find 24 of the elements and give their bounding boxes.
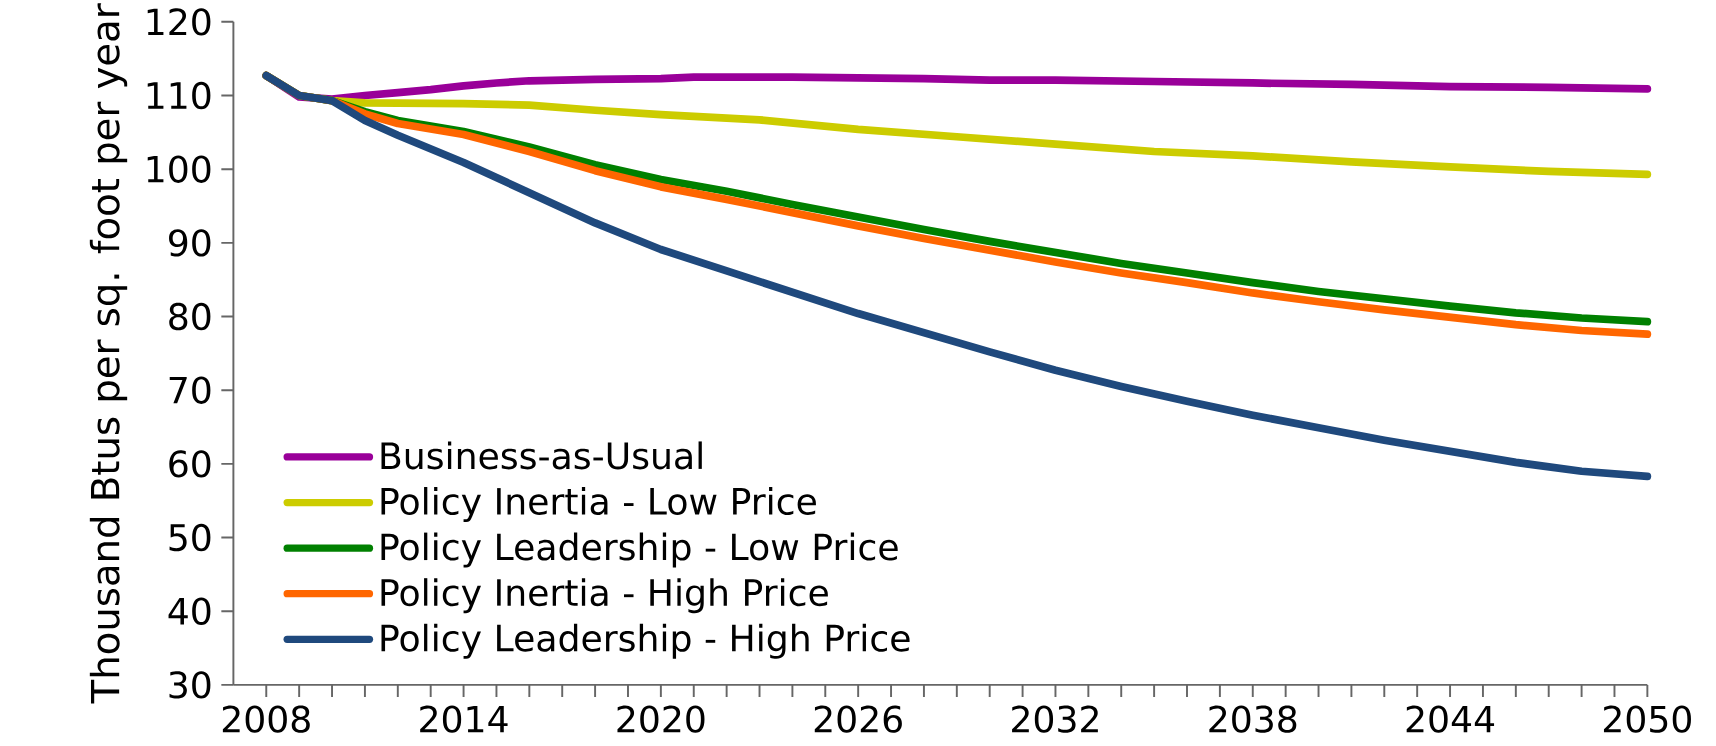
y-tick-label: 110 (147, 81, 211, 110)
y-tick-label: 70 (169, 376, 211, 404)
y-tick-label: 60 (169, 450, 211, 478)
y-tick-label: 50 (169, 523, 211, 552)
y-tick-label: 90 (169, 229, 211, 257)
x-tick-label: 2026 (814, 705, 902, 733)
x-tick-label: 2038 (1209, 705, 1297, 733)
x-tick-label: 2014 (420, 705, 508, 733)
legend-label: Policy Inertia - Low Price (381, 487, 816, 523)
x-tick-label: 2032 (1012, 705, 1098, 733)
y-tick-label: 80 (169, 302, 211, 331)
y-tick-label: 100 (147, 155, 211, 183)
legend-label: Policy Inertia - High Price (381, 578, 828, 614)
y-tick-label: 40 (168, 597, 211, 625)
y-tick-label: 120 (147, 8, 211, 36)
x-tick-label: 2050 (1603, 705, 1691, 733)
legend-label: Policy Leadership - High Price (381, 623, 910, 659)
legend-label: Policy Leadership - Low Price (381, 532, 898, 568)
y-tick-label: 30 (169, 671, 211, 699)
y-axis-title: Thousand Btus per sq. foot per year (89, 3, 128, 704)
x-tick-label: 2008 (222, 705, 310, 733)
legend-label: Business-as-Usual (381, 441, 702, 470)
x-tick-label: 2044 (1406, 705, 1495, 733)
x-tick-label: 2020 (617, 705, 705, 733)
